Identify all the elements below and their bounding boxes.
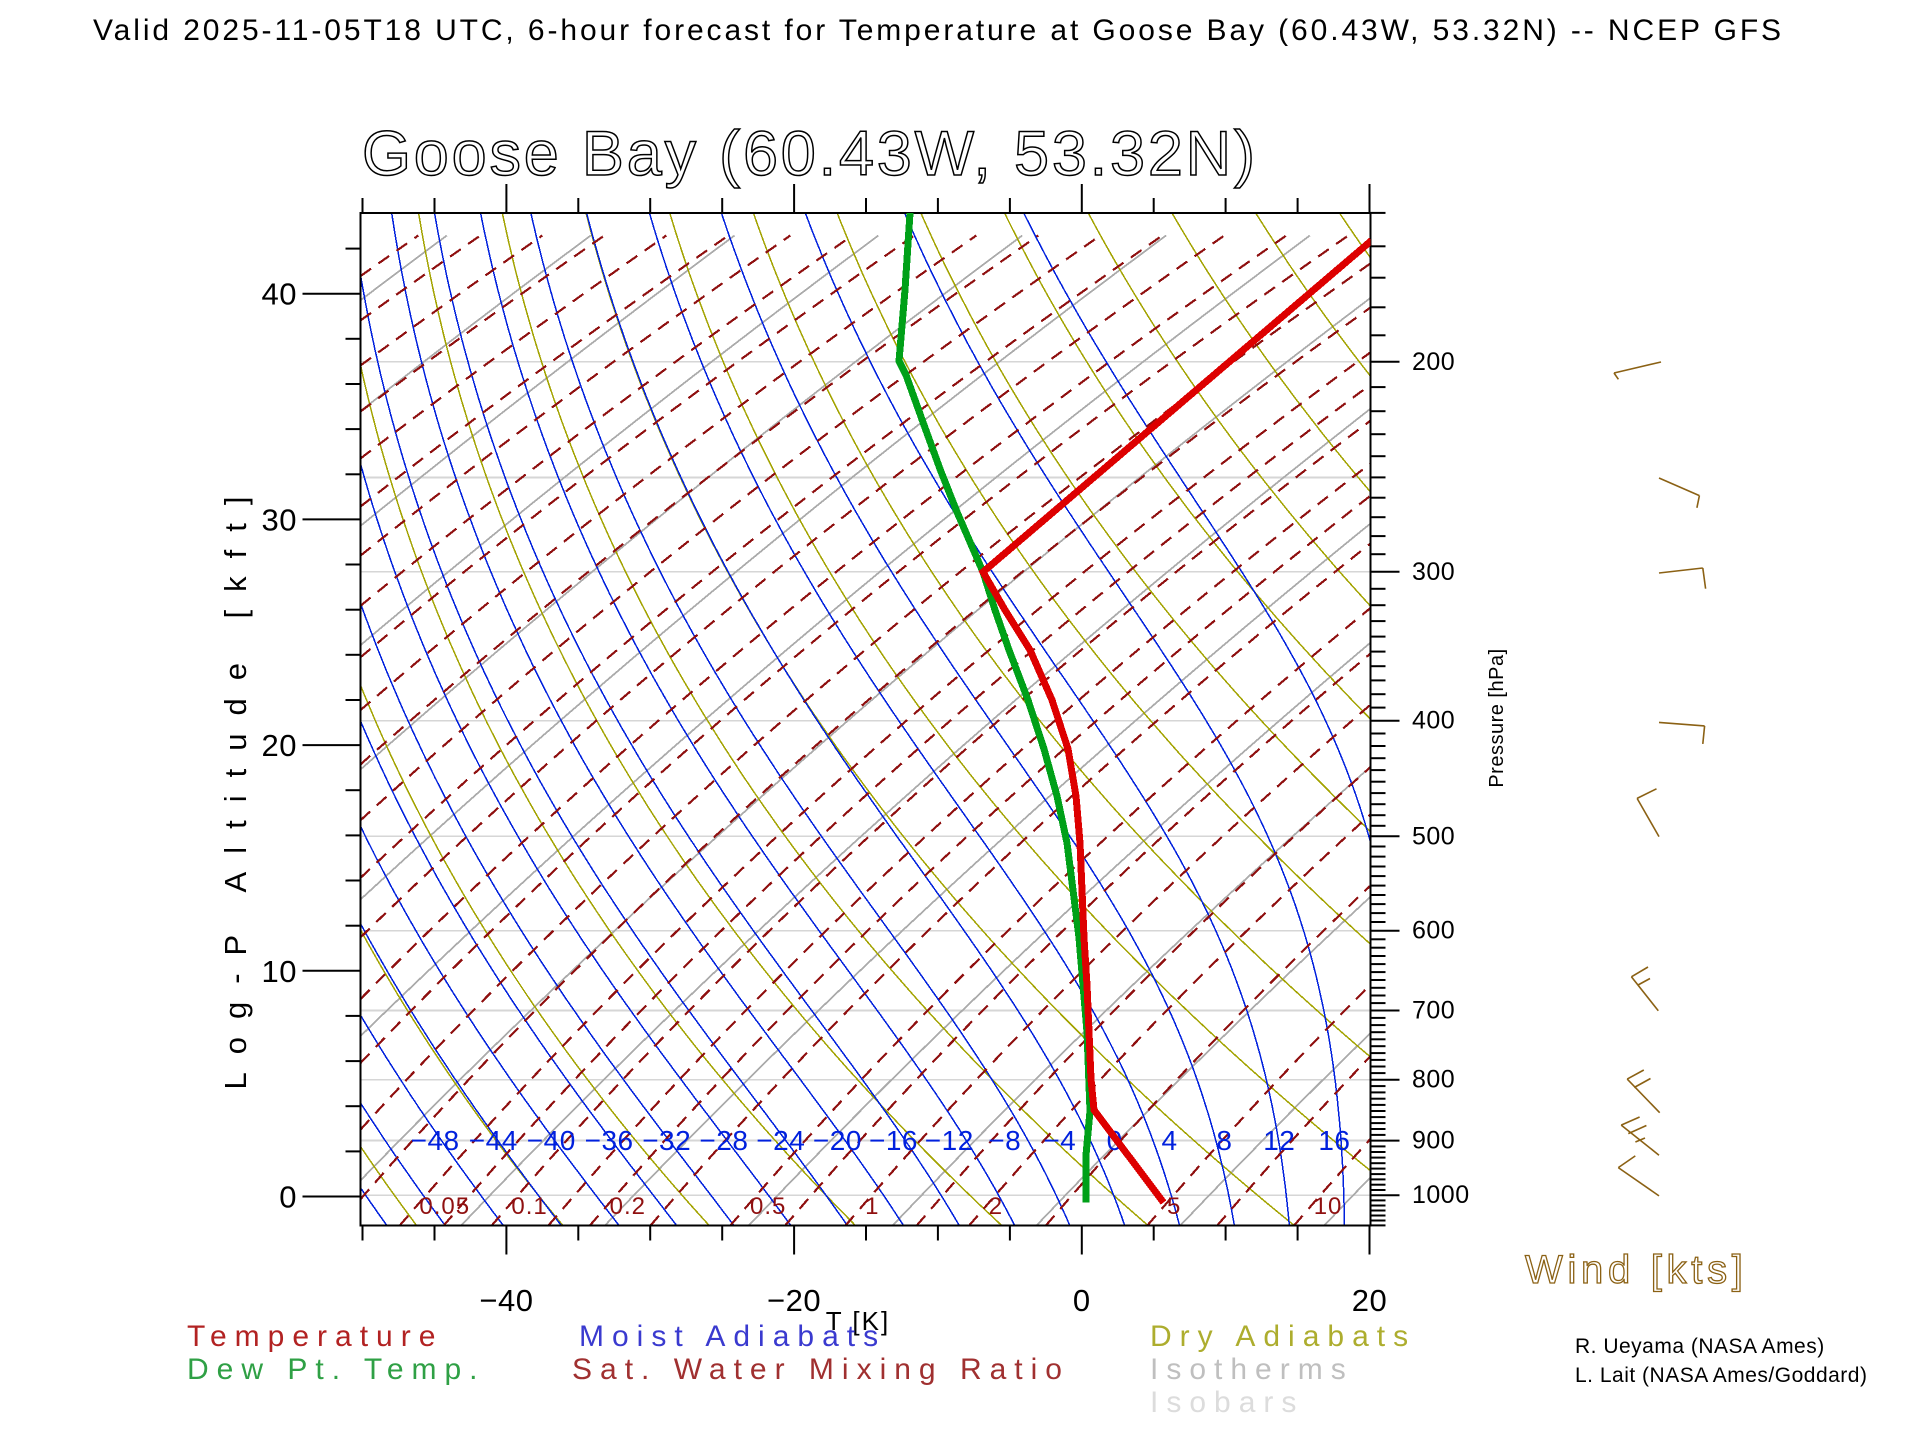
svg-text:−28: −28 [699,1125,748,1156]
svg-text:Log-P Altitude [kft]: Log-P Altitude [kft] [218,478,253,1089]
svg-text:30: 30 [262,502,297,537]
svg-text:20: 20 [1352,1283,1387,1318]
svg-text:4: 4 [1161,1125,1177,1156]
svg-text:T [K]: T [K] [826,1306,890,1336]
svg-text:0.5: 0.5 [750,1193,786,1220]
svg-text:R. Ueyama (NASA Ames): R. Ueyama (NASA Ames) [1575,1335,1825,1358]
svg-text:Temperature: Temperature [187,1320,443,1353]
svg-text:0.05: 0.05 [419,1193,470,1220]
svg-text:5: 5 [1167,1193,1181,1220]
svg-text:800: 800 [1412,1066,1455,1094]
svg-text:−40: −40 [527,1125,576,1156]
svg-text:0: 0 [1073,1283,1091,1318]
svg-text:Isotherms: Isotherms [1150,1353,1354,1386]
svg-text:Goose Bay (60.43W, 53.32N): Goose Bay (60.43W, 53.32N) [362,119,1258,189]
svg-text:−24: −24 [756,1125,805,1156]
svg-text:−20: −20 [813,1125,862,1156]
svg-text:−36: −36 [585,1125,634,1156]
svg-text:−16: −16 [869,1125,918,1156]
svg-text:−40: −40 [479,1283,533,1318]
svg-text:1000: 1000 [1412,1181,1470,1209]
svg-text:Sat. Water Mixing Ratio: Sat. Water Mixing Ratio [572,1353,1070,1386]
svg-text:−48: −48 [411,1125,460,1156]
svg-text:−20: −20 [767,1283,821,1318]
svg-text:Isobars: Isobars [1150,1386,1304,1419]
svg-text:Dew Pt. Temp.: Dew Pt. Temp. [187,1353,486,1386]
svg-text:0.1: 0.1 [511,1193,547,1220]
svg-text:900: 900 [1412,1127,1455,1155]
svg-text:40: 40 [262,277,297,312]
svg-text:Moist Adiabats: Moist Adiabats [579,1320,886,1353]
svg-text:8: 8 [1216,1125,1232,1156]
svg-text:−44: −44 [469,1125,518,1156]
svg-text:600: 600 [1412,917,1455,945]
svg-text:16: 16 [1318,1125,1350,1156]
svg-text:Valid 2025-11-05T18 UTC, 6-hou: Valid 2025-11-05T18 UTC, 6-hour forecast… [93,14,1784,47]
svg-text:10: 10 [1314,1193,1343,1220]
svg-text:−12: −12 [925,1125,974,1156]
svg-text:400: 400 [1412,707,1455,735]
svg-text:L. Lait (NASA Ames/Goddard): L. Lait (NASA Ames/Goddard) [1575,1364,1867,1387]
svg-text:700: 700 [1412,997,1455,1025]
svg-text:Dry Adiabats: Dry Adiabats [1150,1320,1416,1353]
svg-text:Pressure [hPa]: Pressure [hPa] [1486,648,1508,787]
svg-text:−32: −32 [642,1125,691,1156]
svg-text:−8: −8 [988,1125,1021,1156]
svg-text:300: 300 [1412,558,1455,586]
svg-text:20: 20 [262,728,297,763]
svg-text:−4: −4 [1043,1125,1076,1156]
svg-text:200: 200 [1412,348,1455,376]
svg-text:12: 12 [1263,1125,1295,1156]
svg-text:10: 10 [262,954,297,989]
svg-text:Wind [kts]: Wind [kts] [1525,1248,1748,1292]
svg-text:1: 1 [865,1193,879,1220]
svg-text:0: 0 [279,1180,297,1215]
svg-text:0.2: 0.2 [610,1193,646,1220]
svg-text:500: 500 [1412,822,1455,850]
svg-text:2: 2 [989,1193,1003,1220]
